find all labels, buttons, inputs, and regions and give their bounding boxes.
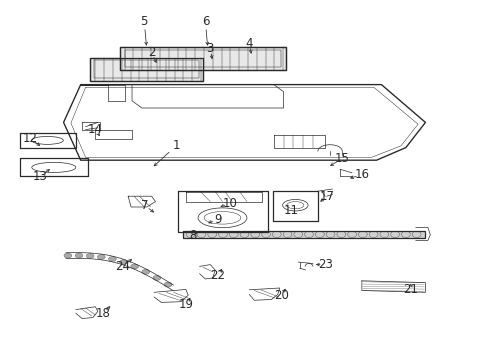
Text: 20: 20: [273, 289, 288, 302]
Text: 22: 22: [210, 269, 224, 282]
Text: 2: 2: [147, 46, 155, 59]
Text: 14: 14: [88, 123, 102, 136]
Text: 17: 17: [320, 190, 334, 203]
Ellipse shape: [142, 269, 149, 274]
Ellipse shape: [164, 282, 172, 287]
Text: 4: 4: [245, 37, 253, 50]
Text: 5: 5: [140, 15, 148, 28]
Text: 10: 10: [222, 197, 237, 210]
Text: 6: 6: [201, 15, 209, 28]
Text: 1: 1: [172, 139, 180, 152]
Text: 3: 3: [206, 42, 214, 55]
Text: 11: 11: [283, 204, 298, 217]
Polygon shape: [90, 58, 203, 81]
Text: 13: 13: [33, 170, 47, 183]
Text: 23: 23: [317, 258, 332, 271]
Ellipse shape: [86, 253, 94, 258]
Polygon shape: [120, 47, 285, 70]
Ellipse shape: [108, 257, 116, 262]
Text: 9: 9: [213, 213, 221, 226]
Text: 8: 8: [189, 229, 197, 242]
Text: 21: 21: [403, 283, 417, 296]
Text: 12: 12: [23, 132, 38, 145]
Text: 19: 19: [178, 298, 193, 311]
Text: 15: 15: [334, 152, 349, 165]
Ellipse shape: [153, 275, 161, 280]
Ellipse shape: [75, 253, 83, 258]
Text: 18: 18: [95, 307, 110, 320]
Ellipse shape: [97, 255, 105, 260]
Ellipse shape: [130, 264, 138, 269]
Text: 7: 7: [140, 199, 148, 212]
Ellipse shape: [120, 260, 127, 265]
Text: 16: 16: [354, 168, 368, 181]
Polygon shape: [183, 231, 425, 238]
Ellipse shape: [64, 253, 72, 258]
Text: 24: 24: [115, 260, 129, 273]
